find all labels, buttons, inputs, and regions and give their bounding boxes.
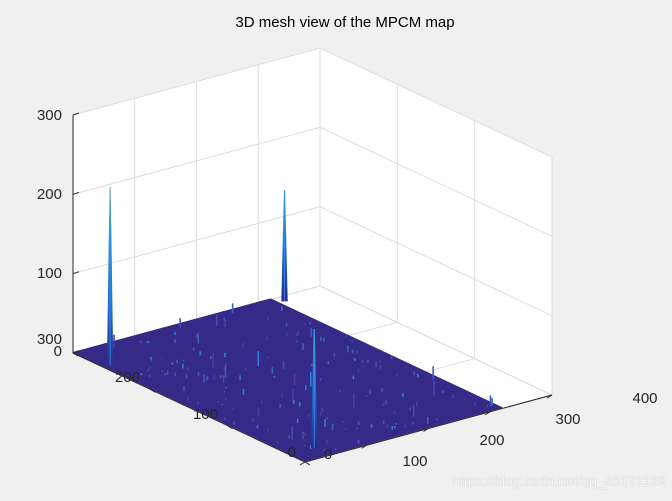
x-tick-label: 200 [479, 432, 504, 449]
surface-peaks [106, 187, 318, 449]
x-tick-label: 100 [402, 453, 427, 470]
z-tick-label: 300 [37, 107, 62, 124]
x-tick-mark [546, 394, 553, 399]
z-axis-ticks: 0 100 200 300 [37, 107, 62, 360]
z-tick-mark [72, 112, 80, 116]
x-tick-mark [484, 411, 491, 416]
x-tick-label: 400 [632, 390, 657, 407]
x-tick-label: 0 [324, 446, 332, 463]
z-tick-label: 200 [37, 186, 62, 203]
axes-lines [72, 112, 553, 466]
watermark: https://blog.csdn.net/qq_45171139 [452, 473, 666, 489]
surface-floor [72, 298, 504, 462]
y-axis-ticks: 0 100 200 300 [37, 331, 296, 461]
x-tick-label: 300 [555, 411, 580, 428]
z-tick-mark [72, 191, 80, 195]
y-tick-label: 0 [288, 444, 296, 461]
x-tick-mark [361, 444, 368, 449]
x-tick-mark [299, 461, 306, 466]
x-tick-mark [423, 428, 429, 432]
y-tick-label: 100 [193, 406, 218, 423]
y-tick-mark [150, 388, 156, 393]
back-wall-right [320, 48, 552, 395]
surface-mesh [72, 298, 504, 462]
y-tick-label: 200 [115, 369, 140, 386]
y-tick-label: 300 [37, 331, 62, 348]
y-axis-line [72, 352, 306, 463]
y-tick-mark [227, 425, 233, 430]
z-tick-label: 100 [37, 265, 62, 282]
z-tick-label: 0 [54, 343, 62, 360]
y-tick-mark [72, 352, 79, 357]
x-axis-ticks: 0 100 200 300 400 [324, 390, 658, 470]
chart-title: 3D mesh view of the MPCM map [235, 14, 454, 31]
y-tick-mark [304, 461, 311, 466]
z-tick-mark [72, 271, 80, 275]
z-tick-mark [72, 350, 80, 354]
